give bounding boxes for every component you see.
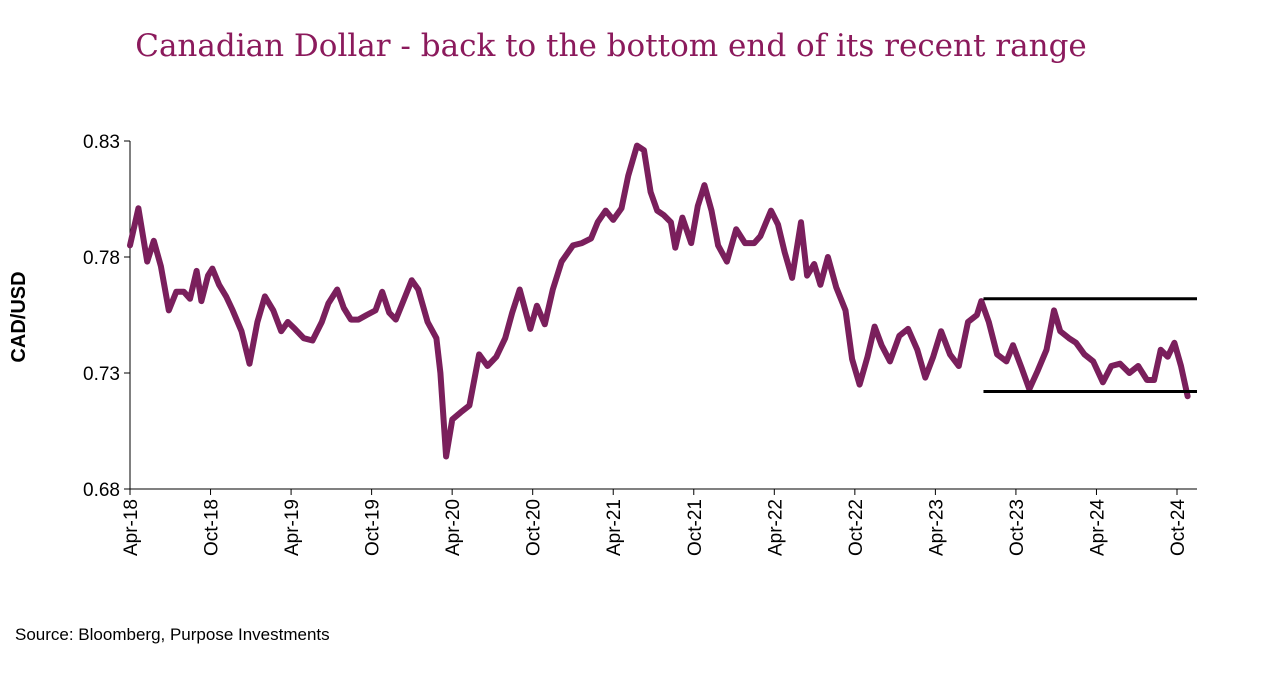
x-tick-label: Apr-23 — [926, 499, 947, 556]
x-tick-label: Oct-18 — [202, 499, 223, 556]
x-tick-label: Apr-19 — [282, 499, 303, 556]
y-axis: 0.68 0.73 0.78 0.83 — [83, 132, 131, 501]
series-group — [127, 142, 1191, 460]
chart-title: Canadian Dollar - back to the bottom end… — [135, 28, 1087, 64]
x-tick-label: Oct-22 — [846, 499, 867, 556]
x-tick-label: Apr-21 — [604, 499, 625, 556]
y-tick-label: 0.68 — [83, 480, 120, 501]
y-tick-label: 0.73 — [83, 364, 120, 385]
x-tick-label: Apr-18 — [121, 499, 142, 556]
y-axis-title: CAD/USD — [8, 271, 30, 362]
x-tick-label: Oct-24 — [1168, 499, 1189, 556]
y-tick-label: 0.78 — [83, 248, 120, 269]
series-line — [127, 142, 1191, 460]
range-lines — [983, 297, 1197, 394]
x-axis: Apr-18 Oct-18 Apr-19 Oct-19 Apr-20 Oct-20 Apr-… — [121, 488, 1197, 556]
x-tick-label: Apr-24 — [1087, 499, 1108, 556]
x-tick-label: Apr-22 — [765, 499, 786, 556]
x-tick-label: Oct-23 — [1007, 499, 1028, 556]
y-tick-label: 0.83 — [83, 132, 120, 153]
x-tick-label: Oct-19 — [363, 499, 384, 556]
x-tick-label: Oct-21 — [685, 499, 706, 556]
x-tick-label: Oct-20 — [524, 499, 545, 556]
source-note: Source: Bloomberg, Purpose Investments — [15, 625, 330, 644]
x-tick-label: Apr-20 — [443, 499, 464, 556]
